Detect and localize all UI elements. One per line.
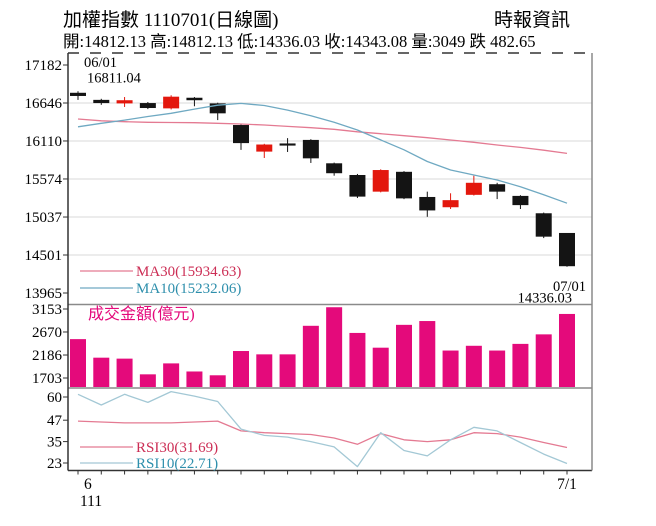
volume-bar	[163, 363, 180, 387]
volume-bar	[209, 375, 226, 387]
candle-down	[70, 92, 86, 96]
price-axis-tick-label: 17182	[25, 58, 63, 74]
candle-down	[279, 143, 296, 146]
candle-up	[372, 170, 389, 192]
volume-bar	[559, 313, 575, 387]
volume-bar	[279, 354, 296, 387]
volume-bar	[396, 324, 412, 387]
annotation-end-value: 14336.03	[518, 291, 572, 307]
candle-down	[233, 125, 249, 144]
volume-bar	[70, 339, 86, 387]
volume-bar	[93, 357, 110, 387]
price-axis-tick-label: 14501	[25, 248, 63, 264]
volume-bar	[349, 332, 366, 387]
xaxis-year-label: 111	[80, 493, 102, 510]
gridlines	[68, 102, 592, 256]
volume-bar	[302, 325, 319, 387]
rsi-axis-tick-label: 23	[47, 456, 62, 472]
rsi-axis-tick-label: 47	[47, 413, 63, 429]
volume-bar	[139, 374, 156, 387]
price-axis-tick-label: 15037	[25, 210, 63, 226]
volume-bar	[442, 350, 459, 387]
candle-down	[535, 213, 552, 237]
candle-down	[139, 103, 156, 109]
volume-bar	[233, 351, 249, 387]
annotation-start-value: 16811.04	[87, 71, 142, 87]
page-title: 加權指數 1110701(日線圖)	[63, 9, 279, 31]
volume-bars	[70, 307, 575, 387]
ma30-line	[77, 118, 568, 155]
volume-axis-tick-label: 2670	[32, 325, 62, 341]
candle-up	[116, 100, 133, 104]
annotation-end-date: 07/01	[553, 279, 586, 295]
volume-bar	[186, 371, 203, 387]
candle-down	[186, 97, 203, 101]
ohlc-info-line: 開:14812.13 高:14812.13 低:14336.03 收:14343…	[63, 32, 536, 51]
candle-up	[465, 182, 482, 195]
candle-down	[489, 184, 506, 192]
candle-down	[209, 103, 226, 114]
moving-average-lines	[77, 102, 568, 204]
candle-down	[419, 196, 436, 211]
candle-up	[163, 96, 180, 109]
source-label: 時報資訊	[494, 9, 570, 31]
volume-bar	[372, 347, 389, 387]
candle-up	[442, 200, 459, 208]
volume-bar	[512, 343, 529, 387]
volume-bar	[419, 321, 436, 387]
annotation-start-date: 06/01	[84, 55, 117, 71]
rsi-axis-tick-label: 60	[47, 390, 62, 406]
candle-down	[559, 232, 575, 267]
candle-down	[302, 139, 319, 159]
candle-down	[512, 195, 529, 206]
volume-panel-title: 成交金額(億元)	[88, 305, 195, 323]
candle-down	[93, 99, 110, 104]
rsi10-legend-label: RSI10(22.71)	[136, 456, 218, 472]
volume-bar	[116, 358, 133, 387]
ma30-legend-label: MA30(15934.63)	[136, 264, 241, 280]
candlesticks	[70, 91, 575, 267]
candle-down	[396, 171, 412, 199]
volume-bar	[256, 354, 273, 387]
candle-down	[349, 174, 366, 197]
volume-axis-tick-label: 1703	[32, 371, 62, 387]
rsi30-legend-label: RSI30(31.69)	[136, 440, 218, 456]
candle-up	[256, 144, 273, 152]
volume-bar	[535, 334, 552, 387]
ma10-line	[77, 102, 568, 204]
price-axis-tick-label: 16646	[25, 96, 63, 112]
volume-bar	[326, 307, 343, 387]
volume-axis-tick-label: 2186	[32, 348, 63, 364]
rsi-axis-tick-label: 35	[47, 435, 62, 451]
price-axis-tick-label: 15574	[25, 172, 63, 188]
ma10-legend-label: MA10(15232.06)	[136, 281, 241, 297]
candle-down	[326, 163, 343, 174]
volume-bar	[465, 345, 482, 387]
rsi-lines	[77, 390, 568, 468]
price-axis-tick-label: 16110	[25, 134, 62, 150]
rsi10-line	[77, 390, 568, 468]
rsi30-line	[77, 420, 568, 449]
volume-bar	[489, 350, 506, 387]
volume-axis-tick-label: 3153	[32, 302, 62, 318]
price-axis-tick-label: 13965	[25, 286, 63, 302]
axes-borders	[63, 52, 593, 475]
xaxis-right-label: 7/1	[557, 476, 577, 493]
xaxis-month-label: 6	[84, 476, 92, 493]
